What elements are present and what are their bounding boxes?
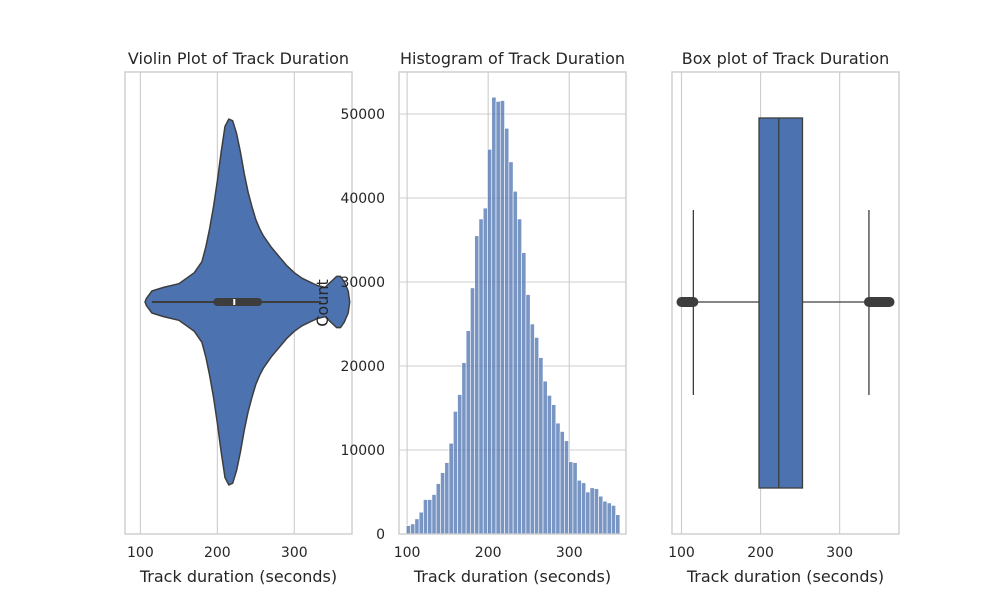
histogram-xtick-2: 300 [556, 545, 583, 561]
boxplot-xtick-1: 200 [747, 545, 774, 561]
histogram-bar-4 [423, 499, 428, 535]
boxplot-xtick-2: 300 [826, 545, 853, 561]
violin-frame [124, 71, 353, 535]
histogram-bar-35 [555, 422, 561, 535]
histogram-bar-39 [572, 462, 578, 535]
histogram-bar-43 [589, 487, 595, 535]
histogram-xtick-1: 200 [475, 545, 502, 561]
histogram-bar-20 [491, 96, 497, 535]
histogram-bar-31 [538, 357, 544, 535]
violin-xtick-1: 200 [204, 545, 231, 561]
boxplot-title: Box plot of Track Duration [682, 49, 890, 68]
histogram-ytick-0: 0 [376, 527, 385, 543]
violin-xtick-2: 300 [281, 545, 308, 561]
histogram-bar-17 [478, 218, 484, 535]
histogram-bar-14 [465, 330, 471, 535]
histogram-ytick-5: 50000 [340, 107, 385, 123]
histogram-bar-15 [470, 287, 475, 535]
violin-xtick-0: 100 [127, 545, 154, 561]
histogram-bar-0 [405, 525, 411, 535]
histogram-ylabel: Count [313, 279, 332, 327]
histogram-bar-45 [598, 495, 604, 535]
histogram-ytick-4: 40000 [340, 191, 385, 207]
histogram-bar-29 [529, 323, 535, 535]
histogram-ytick-3: 30000 [340, 275, 385, 291]
histogram-bar-34 [551, 404, 557, 535]
boxplot-xtick-0: 100 [668, 545, 695, 561]
histogram-xlabel: Track duration (seconds) [413, 567, 611, 586]
histogram-bar-12 [457, 394, 463, 535]
histogram-bar-2 [414, 518, 420, 535]
histogram-bar-44 [593, 488, 599, 535]
boxplot-panel: Box plot of Track Duration 100 200 300 Tra… [668, 49, 900, 586]
histogram-bar-18 [482, 207, 488, 535]
histogram-bar-36 [559, 431, 565, 535]
histogram-ytick-1: 10000 [340, 443, 385, 459]
histogram-panel: Histogram of Track Duration 100 200 300 0 10… [313, 49, 627, 586]
violin-panel: Violin Plot of Track Duration 100 200 300 … [124, 49, 353, 586]
histogram-bar-6 [431, 494, 437, 535]
histogram-bar-47 [606, 502, 612, 535]
histogram-bar-30 [534, 337, 540, 535]
histogram-ytick-2: 20000 [340, 359, 385, 375]
histogram-bar-41 [581, 482, 587, 535]
histogram-bar-26 [517, 218, 522, 535]
histogram-bar-22 [499, 100, 505, 535]
histogram-bar-21 [495, 101, 501, 535]
histogram-bar-28 [525, 294, 531, 535]
histogram-frame [398, 71, 627, 535]
boxplot-xlabel: Track duration (seconds) [686, 567, 884, 586]
histogram-bar-10 [448, 442, 454, 535]
histogram-bar-32 [542, 380, 548, 535]
histogram-bar-49 [615, 514, 621, 535]
histogram-bar-5 [427, 499, 433, 535]
histogram-bar-25 [512, 190, 518, 535]
boxplot-frame [671, 71, 900, 535]
violin-title: Violin Plot of Track Duration [128, 49, 349, 68]
histogram-bar-38 [568, 461, 574, 535]
histogram-bar-3 [418, 511, 424, 535]
histogram-bar-1 [410, 523, 416, 535]
histogram-bar-37 [564, 440, 569, 535]
histogram-bar-42 [585, 491, 591, 535]
histogram-bar-40 [576, 479, 582, 535]
boxplot-box [758, 117, 804, 489]
histogram-bar-27 [521, 252, 527, 535]
violin-xlabel: Track duration (seconds) [139, 567, 337, 586]
histogram-bar-7 [435, 483, 441, 535]
histogram-bar-16 [474, 235, 480, 535]
histogram-bar-19 [487, 148, 493, 535]
histogram-bar-9 [444, 462, 450, 535]
histogram-bar-11 [452, 411, 458, 535]
histogram-bar-23 [504, 127, 510, 535]
histogram-bar-46 [602, 500, 608, 535]
histogram-bar-48 [611, 505, 616, 535]
histogram-bar-8 [440, 472, 446, 535]
histogram-bar-33 [546, 395, 552, 535]
histogram-title: Histogram of Track Duration [400, 49, 625, 68]
histogram-xtick-0: 100 [394, 545, 421, 561]
histogram-bar-24 [508, 161, 514, 535]
histogram-bar-13 [461, 362, 467, 535]
